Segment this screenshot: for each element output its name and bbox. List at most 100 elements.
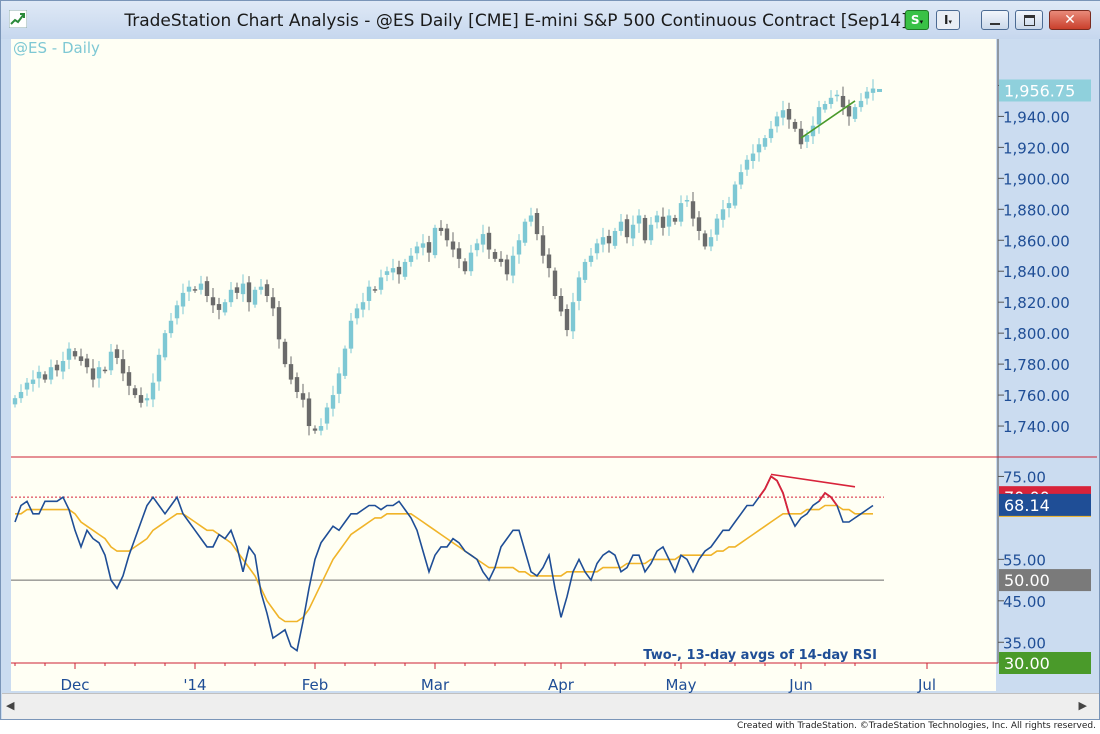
candle-body (750, 153, 756, 161)
candle-body (234, 287, 240, 293)
candle-body (396, 266, 402, 275)
candle-body (666, 215, 672, 227)
candle-body (576, 277, 582, 301)
candle-body (90, 368, 96, 380)
midline-level-badge-label: 50.00 (1004, 571, 1050, 590)
price-axis: 1,740.00 1,760.00 1,780.00 1,800.00 1,820.00… (998, 77, 1070, 436)
candle-body (570, 302, 576, 332)
candle-body (432, 227, 438, 256)
candle-body (312, 428, 318, 431)
candle-body (84, 358, 90, 368)
price-tick-label: 1,920.00 (1003, 139, 1070, 157)
candle-body (444, 228, 450, 241)
candle-body (120, 359, 126, 374)
candle-body (708, 237, 714, 247)
candle-body (294, 377, 300, 392)
rsi-divergence-line (770, 473, 856, 488)
candle-body (864, 91, 870, 99)
indicator-button[interactable]: I▾ (936, 10, 960, 30)
candle-body (510, 255, 516, 276)
candle-body (438, 227, 444, 231)
candle-body (774, 116, 780, 127)
candle-body (726, 203, 732, 209)
rsi-2-day-average-line (14, 475, 874, 652)
candle-body (696, 217, 702, 231)
rsi-overbought-segment (758, 475, 790, 515)
rsi-tick-label: 45.00 (1003, 593, 1046, 611)
time-tick-label: Feb (302, 676, 329, 694)
candle-body (246, 282, 252, 303)
horizontal-scrollbar[interactable]: ◀ ▶ (2, 693, 1099, 719)
copyright-credit: Created with TradeStation. ©TradeStation… (737, 721, 1096, 731)
candle-body (522, 221, 528, 243)
candle-body (222, 302, 228, 313)
price-tick-label: 1,760.00 (1003, 387, 1070, 405)
candle-body (54, 364, 60, 371)
candle-body (660, 216, 666, 228)
candle-body (42, 374, 48, 380)
price-chart-title: @ES - Daily (13, 39, 100, 57)
candle-body (606, 235, 612, 244)
chart-plot-area[interactable]: @ES - Daily 1,740.00 1,760.00 1,780.00 1,80… (11, 39, 1097, 694)
price-divergence-line (800, 100, 856, 139)
candle-body (858, 100, 864, 108)
strategy-button[interactable]: S▾ (905, 10, 929, 30)
candle-body (630, 224, 636, 239)
candle-body (492, 252, 498, 259)
candle-body (786, 108, 792, 120)
rsi-overbought-segment (818, 491, 838, 507)
candle-body (618, 221, 624, 231)
price-tick-label: 1,940.00 (1003, 108, 1070, 126)
scroll-right-icon[interactable]: ▶ (1078, 700, 1087, 712)
candle-body (36, 371, 42, 379)
candle-body (732, 184, 738, 206)
candle-body (288, 364, 294, 380)
candle-body (66, 348, 72, 360)
minimize-button[interactable] (981, 10, 1009, 30)
candle-body (324, 407, 330, 424)
time-axis: Dec '14 Feb Mar Apr May Jun Jul (14, 663, 936, 694)
candle-body (372, 289, 378, 291)
candle-body (144, 398, 150, 401)
rsi-axis: 35.00 45.00 55.00 75.00 (11, 468, 1046, 652)
candle-body (30, 379, 36, 384)
dropdown-arrow-icon: ▾ (948, 18, 952, 26)
candle-body (228, 289, 234, 303)
candle-body (162, 333, 168, 358)
candle-body (552, 270, 558, 296)
maximize-button[interactable] (1015, 10, 1043, 30)
candle-body (366, 286, 372, 301)
candle-body (12, 398, 18, 405)
candle-body (636, 215, 642, 224)
price-tick-label: 1,840.00 (1003, 263, 1070, 281)
time-tick-label: Mar (421, 676, 450, 694)
candle-body (138, 395, 144, 403)
candle-body (504, 259, 510, 275)
candle-body (198, 283, 204, 290)
close-button[interactable]: ✕ (1049, 10, 1091, 30)
candle-body (756, 144, 762, 153)
current-rsi-badge-label: 68.14 (1004, 496, 1050, 515)
candle-body (528, 215, 534, 222)
candle-body (834, 94, 840, 97)
candle-body (24, 382, 30, 390)
candle-body (498, 258, 504, 262)
close-icon: ✕ (1064, 12, 1076, 28)
time-tick-label: Jul (917, 676, 936, 694)
candle-body (480, 234, 486, 245)
window-title: TradeStation Chart Analysis - @ES Daily … (124, 11, 908, 31)
candle-body (828, 97, 834, 105)
candle-body (168, 320, 174, 334)
rsi-chart-title: Two-, 13-day avgs of 14-day RSI (643, 648, 877, 663)
candle-body (282, 341, 288, 365)
time-tick-label: Apr (548, 676, 575, 694)
strategy-label: S (910, 13, 920, 27)
time-tick-label: '14 (183, 676, 206, 694)
candle-body (648, 224, 654, 241)
candle-body (348, 320, 354, 349)
candle-body (846, 105, 852, 117)
rsi-tick-label: 55.00 (1003, 551, 1046, 569)
scroll-left-icon[interactable]: ◀ (6, 700, 15, 712)
candle-body (252, 289, 258, 305)
